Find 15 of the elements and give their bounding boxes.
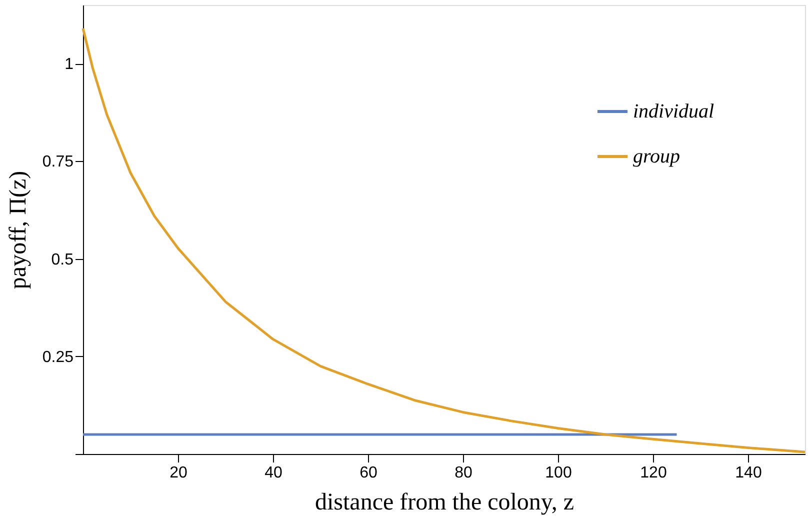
x-tick-label: 80 [454,464,472,482]
y-tick-label: 0.5 [51,251,74,268]
x-tick-label: 140 [735,464,762,482]
y-tick-label: 1 [64,56,74,74]
x-tick-label: 100 [545,464,572,482]
x-tick-label: 60 [360,464,378,482]
y-tick-label: 0.75 [42,154,74,171]
x-tick-label: 20 [170,464,188,482]
legend-label: group [633,146,680,168]
y-tick-label: 0.25 [42,348,74,366]
x-axis-title: distance from the colony, z [314,490,574,516]
x-tick-label: 40 [264,464,282,482]
y-axis-title: payoff, Π(z) [5,170,32,290]
x-tick-label: 120 [640,464,667,482]
legend-label: individual [633,100,715,122]
